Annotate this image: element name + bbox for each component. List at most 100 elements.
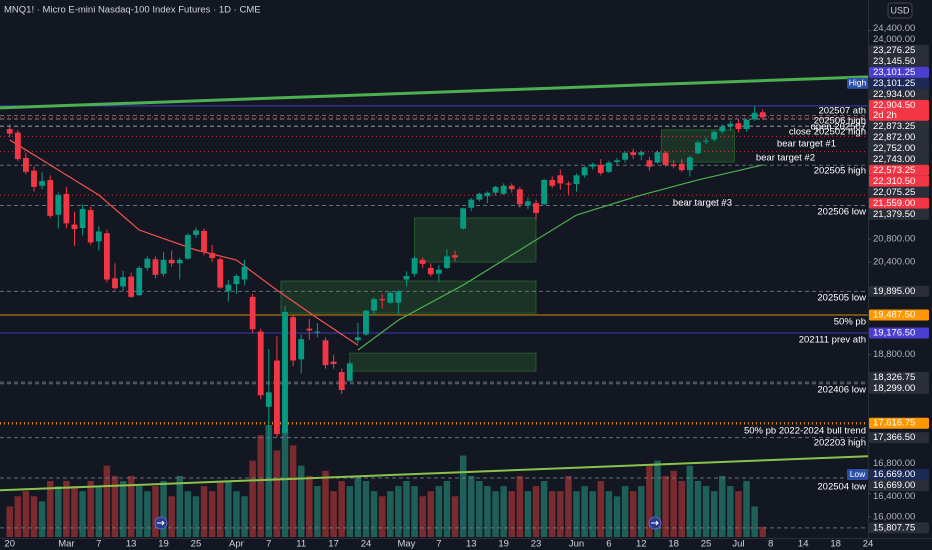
candle-body	[573, 175, 580, 185]
volume-bar	[727, 486, 734, 537]
currency-box[interactable]	[887, 2, 913, 19]
price-badge	[869, 432, 929, 444]
volume-bar	[743, 481, 750, 537]
annotation: 202506 high	[814, 116, 866, 127]
price-badge	[869, 55, 929, 67]
volume-bar	[532, 486, 540, 537]
price-badge	[869, 480, 929, 492]
volume-bar	[281, 430, 289, 537]
annotation: bear target #3	[673, 198, 732, 209]
candle-body	[654, 152, 661, 163]
price-badge	[869, 131, 929, 143]
line	[0, 75, 868, 110]
candle-body	[338, 372, 345, 391]
price-label: 17,616.75	[873, 418, 915, 429]
price-badge	[869, 77, 929, 89]
volume-bar	[403, 481, 410, 537]
price-badge	[869, 44, 929, 56]
price-label: 16,669.00	[873, 480, 915, 491]
volume-bar	[759, 526, 766, 537]
x-tick-label: 7	[266, 539, 271, 550]
event-icon[interactable]	[154, 516, 168, 530]
volume-bar	[127, 475, 135, 537]
candle-body	[298, 339, 305, 360]
candle-body	[727, 123, 734, 127]
candle-body	[541, 179, 548, 205]
volume-bar	[719, 475, 726, 537]
candle-body	[217, 259, 224, 288]
price-label: 23,101.25	[873, 67, 915, 78]
candle-body	[371, 299, 377, 311]
volume-bar	[735, 491, 742, 537]
candle-body	[662, 152, 669, 165]
volume-bar	[95, 486, 103, 537]
volume-bar	[79, 491, 86, 537]
volume-bar	[289, 445, 297, 537]
price-badge	[869, 371, 929, 383]
annotation: bear target #1	[777, 139, 836, 150]
candle-body	[290, 317, 297, 361]
x-tick-label: Apr	[229, 539, 244, 550]
volume-bar	[362, 481, 370, 537]
candle-body	[282, 311, 288, 433]
zone	[414, 217, 537, 263]
candle-body	[160, 259, 167, 274]
price-label: 22,752.00	[873, 143, 915, 154]
y-tick-label: 16,800.00	[873, 458, 915, 469]
volume-bar	[751, 506, 758, 537]
volume-bar	[694, 481, 702, 537]
volume-bar	[613, 496, 621, 537]
volume-bar	[160, 481, 167, 537]
annotation: open 202507	[811, 122, 866, 133]
volume-bar	[257, 435, 264, 537]
candle-body	[103, 233, 110, 280]
volume-bar	[484, 486, 491, 537]
volume-bar	[387, 491, 394, 537]
candle-body	[47, 179, 54, 216]
volume-bar	[581, 486, 588, 537]
price-badge	[869, 417, 929, 429]
volume-bar	[346, 486, 354, 537]
price-badge	[869, 120, 929, 132]
volume-bar	[71, 486, 78, 537]
price-badge	[869, 469, 929, 481]
candle-body	[403, 276, 410, 280]
price-label: 21,559.00	[873, 198, 915, 209]
volume-bar	[476, 481, 483, 537]
candle-body	[646, 160, 653, 167]
event-icon[interactable]	[648, 516, 662, 530]
candle-body	[379, 299, 386, 301]
price-label: 23,276.25	[873, 45, 915, 56]
candle-body	[257, 331, 264, 396]
candle-body	[484, 192, 491, 197]
candle-body	[71, 224, 78, 230]
candle-body	[144, 258, 151, 268]
candle-body	[500, 185, 507, 194]
annotation: 202506 low	[817, 207, 866, 218]
annotation: 202505 high	[814, 166, 866, 177]
candle-body	[136, 267, 143, 296]
candle-body	[638, 152, 645, 156]
x-tick-label: 12	[636, 539, 647, 550]
x-tick-label: 11	[296, 539, 306, 550]
volume-bar	[119, 481, 127, 537]
price-label: 21,379.50	[873, 209, 915, 220]
volume-bar	[702, 486, 710, 537]
price-label: 22,743.00	[873, 154, 915, 165]
volume-bar	[451, 496, 459, 537]
candle-body	[306, 328, 313, 331]
volume-bar	[646, 465, 653, 537]
volume-bar	[573, 491, 580, 537]
price-label: 22,573.25	[873, 165, 915, 176]
price-badge	[869, 285, 929, 297]
candle-body	[703, 140, 709, 142]
annotation: 202203 high	[814, 438, 866, 449]
candle-body	[589, 164, 596, 167]
price-label: 19,176.50	[873, 327, 915, 338]
volume-bar	[297, 465, 305, 537]
candle-body	[597, 164, 604, 174]
volume-bar	[354, 475, 362, 537]
volume-bar	[654, 460, 661, 537]
candle-body	[22, 157, 29, 172]
currency[interactable]: USD	[890, 5, 910, 15]
